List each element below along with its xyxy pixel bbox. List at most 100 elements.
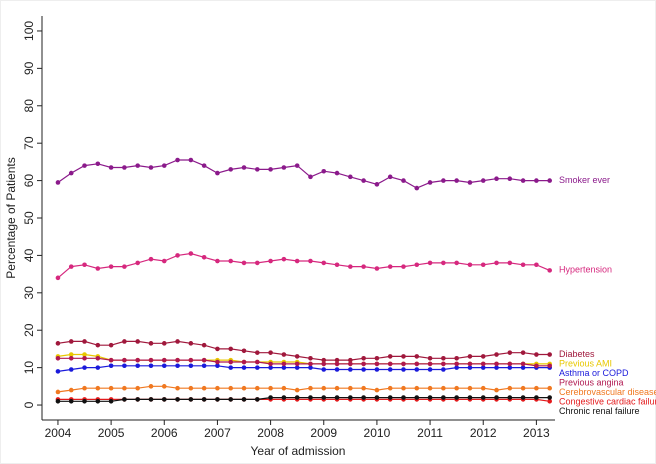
- data-point: [135, 260, 140, 266]
- data-point: [68, 352, 74, 357]
- data-point: [68, 170, 74, 176]
- data-point: [95, 398, 101, 404]
- data-point: [268, 350, 273, 355]
- data-point: [122, 363, 127, 369]
- series-line: [57, 252, 550, 279]
- data-point: [215, 359, 220, 365]
- series-label: Chronic renal failure: [559, 406, 640, 416]
- data-point: [454, 385, 459, 391]
- data-point: [215, 258, 220, 264]
- data-point: [188, 357, 194, 363]
- data-point: [281, 395, 287, 400]
- data-point: [361, 264, 366, 269]
- data-point: [108, 363, 114, 369]
- data-point: [294, 163, 300, 168]
- data-point: [255, 365, 260, 370]
- data-point: [520, 395, 526, 400]
- data-point: [82, 163, 87, 168]
- data-point: [480, 262, 486, 268]
- data-point: [387, 367, 393, 372]
- data-point: [547, 385, 552, 391]
- data-point: [547, 268, 552, 273]
- data-point: [507, 395, 513, 400]
- data-point: [122, 165, 127, 170]
- data-point: [161, 384, 167, 389]
- y-tick-label: 40: [22, 248, 36, 262]
- data-point: [467, 262, 473, 268]
- data-point: [348, 385, 353, 391]
- data-point: [361, 355, 366, 361]
- data-point: [414, 185, 420, 191]
- data-point: [387, 361, 393, 367]
- data-point: [520, 350, 526, 355]
- data-point: [348, 361, 353, 367]
- x-tick-label: 2012: [470, 426, 497, 440]
- data-point: [268, 385, 273, 391]
- data-point: [108, 385, 114, 391]
- data-point: [175, 253, 180, 258]
- data-point: [520, 262, 526, 268]
- data-point: [55, 355, 61, 361]
- y-tick-label: 50: [22, 211, 36, 225]
- data-point: [414, 367, 420, 372]
- data-point: [401, 354, 406, 359]
- data-point: [321, 168, 327, 174]
- y-tick-label: 80: [22, 99, 36, 113]
- data-point: [268, 395, 273, 400]
- data-point: [321, 385, 327, 391]
- data-point: [427, 361, 433, 367]
- data-point: [534, 385, 539, 391]
- data-point: [348, 395, 353, 400]
- data-point: [255, 260, 260, 266]
- data-point: [507, 176, 513, 182]
- data-point: [401, 264, 406, 269]
- data-point: [467, 354, 473, 359]
- x-tick-label: 2011: [417, 426, 443, 440]
- data-point: [268, 258, 273, 264]
- data-point: [161, 258, 167, 264]
- data-point: [148, 397, 154, 402]
- data-point: [308, 174, 313, 180]
- data-point: [215, 385, 220, 391]
- data-point: [414, 385, 420, 391]
- series-label: Hypertension: [559, 265, 612, 275]
- data-point: [281, 385, 287, 391]
- data-point: [55, 180, 61, 185]
- data-point: [82, 355, 87, 361]
- data-point: [361, 178, 366, 183]
- data-point: [361, 395, 366, 400]
- data-point: [228, 365, 234, 370]
- data-point: [122, 357, 127, 363]
- data-point: [108, 342, 114, 348]
- data-point: [520, 385, 526, 391]
- data-point: [95, 365, 101, 370]
- data-point: [441, 361, 446, 367]
- series-label: Smoker ever: [559, 175, 610, 185]
- data-point: [188, 385, 194, 391]
- data-point: [401, 178, 406, 183]
- data-point: [188, 341, 194, 346]
- data-point: [135, 385, 140, 391]
- data-point: [215, 170, 220, 176]
- data-point: [268, 365, 273, 370]
- data-point: [241, 165, 247, 170]
- data-point: [294, 258, 300, 264]
- data-point: [401, 367, 406, 372]
- data-point: [480, 361, 486, 367]
- data-point: [454, 395, 459, 400]
- data-point: [161, 357, 167, 363]
- series-line: [57, 385, 550, 393]
- series-label: Congestive cardiac failure: [559, 396, 656, 406]
- data-point: [308, 385, 313, 391]
- data-point: [255, 385, 260, 391]
- data-point: [161, 397, 167, 402]
- data-point: [507, 385, 513, 391]
- data-point: [454, 361, 459, 367]
- data-point: [441, 385, 446, 391]
- data-point: [148, 341, 154, 346]
- data-point: [108, 357, 114, 363]
- data-point: [281, 165, 287, 170]
- data-point: [135, 357, 140, 363]
- x-tick-label: 2013: [523, 426, 550, 440]
